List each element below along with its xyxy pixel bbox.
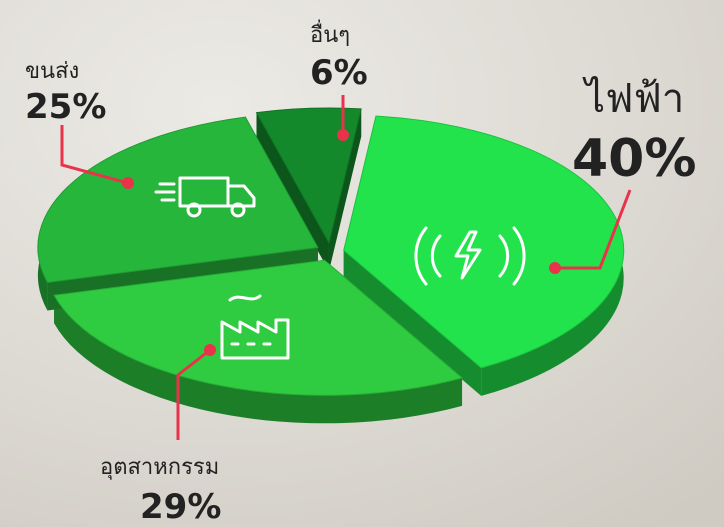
leader-line	[176, 348, 211, 440]
slice-edge	[54, 295, 463, 424]
slice-percent: 40%	[572, 129, 696, 189]
pie	[37, 107, 625, 424]
leader-line	[555, 189, 632, 270]
slice-wall	[328, 108, 362, 272]
slice-percent: 25%	[25, 87, 106, 127]
slice	[37, 116, 319, 283]
slice-name: ไฟฟ้า	[582, 76, 684, 122]
leaders	[60, 95, 632, 440]
slice-tops	[37, 107, 625, 396]
truck-icon	[154, 176, 256, 218]
leader-dot	[337, 129, 349, 141]
slice-name: อุตสาหกรรม	[100, 455, 219, 480]
slice-wall	[256, 112, 329, 272]
slice-wall	[343, 250, 482, 396]
leader-line	[60, 125, 129, 185]
slice-name: ขนส่ง	[25, 59, 79, 84]
slice	[255, 107, 362, 245]
icons	[154, 176, 526, 360]
lightning-icon	[414, 226, 526, 286]
factory-icon	[220, 294, 290, 360]
slice-name: อื่นๆ	[310, 19, 350, 48]
leader-dot	[122, 177, 134, 189]
leader-dot	[549, 262, 561, 274]
slice-percent: 6%	[310, 53, 368, 93]
leader-dot	[204, 344, 216, 356]
slice-percent: 29%	[140, 487, 221, 527]
